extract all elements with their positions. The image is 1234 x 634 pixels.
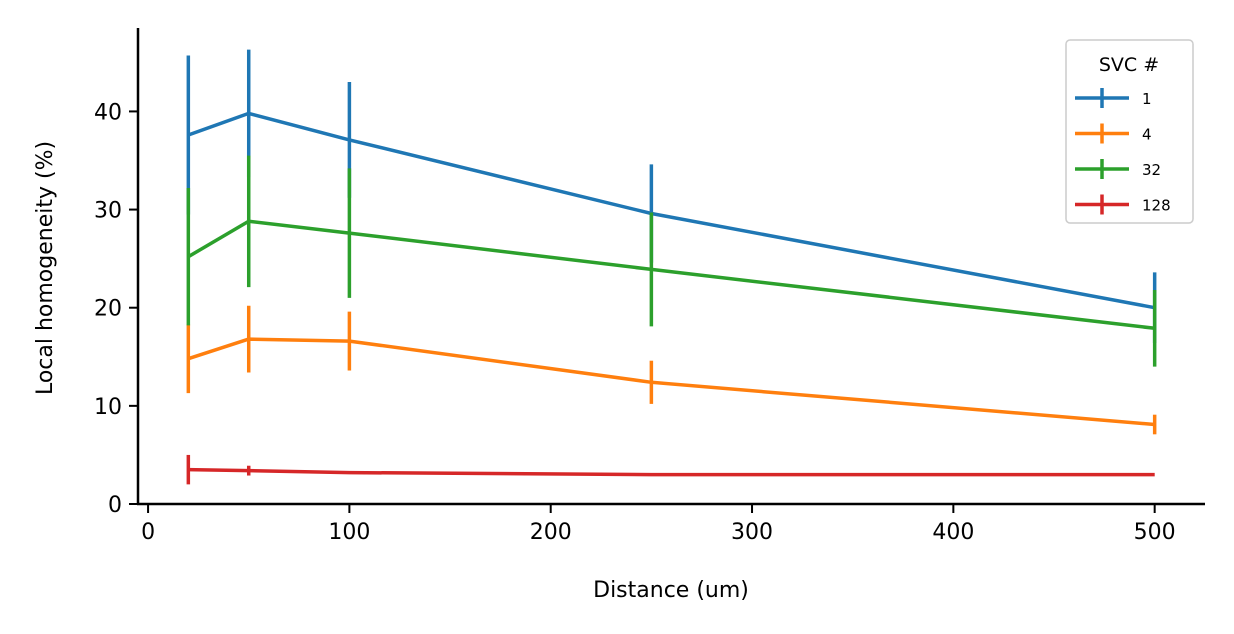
series-line xyxy=(187,337,1155,427)
legend-entry: 32 xyxy=(1075,159,1161,179)
x-tick-label: 100 xyxy=(328,520,370,545)
series-line xyxy=(188,467,1155,477)
series-1 xyxy=(186,49,1157,344)
y-tick-label: 10 xyxy=(94,395,122,420)
legend-frame xyxy=(1065,39,1194,224)
x-tick-label: 0 xyxy=(141,520,155,545)
series-128 xyxy=(186,454,1155,485)
legend-label: 128 xyxy=(1142,197,1171,215)
legend-label: 4 xyxy=(1142,126,1152,144)
legend-label: 32 xyxy=(1142,161,1161,179)
y-tick-label: 40 xyxy=(94,100,122,125)
legend-entries: 1 4 32 128 xyxy=(1075,88,1171,215)
legend-entry: 1 xyxy=(1075,88,1152,108)
plot-area xyxy=(186,49,1157,485)
y-axis-title: Local homogeneity (%) xyxy=(33,141,58,395)
y-tick-label: 0 xyxy=(108,493,122,518)
legend-title: SVC # xyxy=(1099,54,1159,76)
x-tick-label: 300 xyxy=(731,520,773,545)
x-tick-label: 200 xyxy=(530,520,572,545)
legend-entry: 4 xyxy=(1075,123,1152,144)
y-tick-label: 30 xyxy=(94,199,122,224)
legend-entry: 128 xyxy=(1075,194,1171,215)
series-line xyxy=(187,219,1155,331)
y-tick-label: 20 xyxy=(94,297,122,322)
x-tick-label: 400 xyxy=(932,520,974,545)
legend-label: 1 xyxy=(1142,90,1152,108)
series-32 xyxy=(186,155,1157,367)
series-line xyxy=(187,111,1156,310)
legend: SVC # 1 4 32 128 xyxy=(1065,39,1194,224)
x-tick-label: 500 xyxy=(1134,520,1176,545)
series-4 xyxy=(186,305,1157,435)
axes: 0 100 200 300 400 500 0 10 20 30 40 xyxy=(94,28,1205,545)
x-axis-title: Distance (um) xyxy=(593,578,749,603)
